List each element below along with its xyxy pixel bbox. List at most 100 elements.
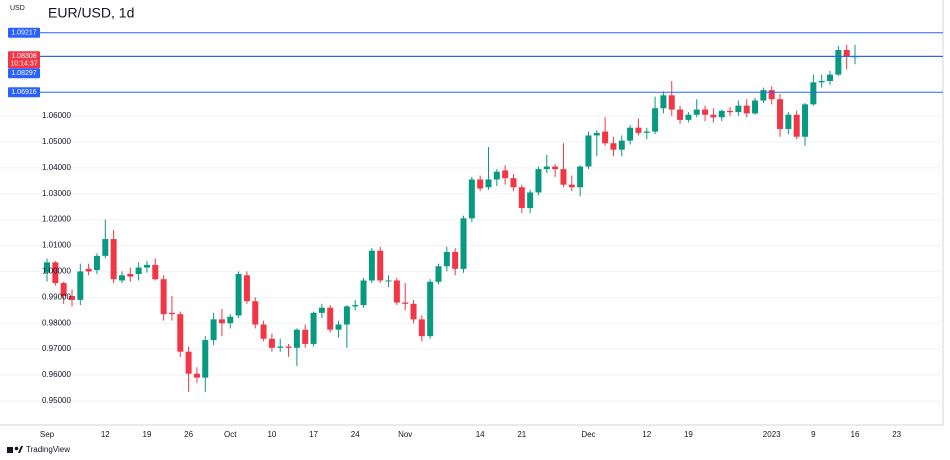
logo: TradingView (7, 445, 70, 454)
candle-body (760, 90, 767, 101)
candle-body (360, 280, 367, 306)
candle-body (677, 109, 684, 120)
candle-body (443, 251, 450, 267)
candle-body (718, 110, 725, 118)
candle-body (160, 279, 167, 315)
price-lines: 0.95000 0.96000 0.97000 0.98000 0.99000 1.000… (8, 27, 943, 439)
x-tick-label: Oct (224, 430, 237, 439)
x-tick-label: 12 (642, 430, 651, 439)
candle-body (435, 266, 442, 282)
y-tick-label: 1.05000 (42, 137, 71, 146)
y-tick-label: 0.95000 (42, 396, 71, 405)
candle-body (68, 296, 75, 300)
x-tick-label: 12 (101, 430, 110, 439)
candle-body (743, 105, 750, 114)
y-tick-label: 1.01000 (42, 241, 71, 250)
candle-body (635, 127, 642, 133)
candle-body (577, 166, 584, 188)
candle-body (327, 307, 334, 330)
candle-body (410, 303, 417, 320)
candle-body (235, 274, 242, 316)
candle-body (502, 170, 509, 179)
candle-body (110, 239, 117, 280)
horizontal-line-label-box (8, 87, 40, 98)
candle-body (368, 250, 375, 281)
candle-body (343, 306, 350, 325)
candle-body (168, 312, 175, 315)
candle-body (318, 307, 325, 313)
countdown-label: 10:14:37 (10, 61, 37, 68)
candle-body (510, 178, 517, 188)
candle-body (210, 319, 217, 341)
candle-body (777, 99, 784, 129)
horizontal-line-label-box (8, 27, 40, 38)
logo-mark (18, 446, 23, 453)
candle-body (493, 171, 500, 180)
candle-body (252, 301, 259, 325)
candle-body (185, 351, 192, 374)
candle-body (477, 179, 484, 189)
candle-body (193, 373, 200, 378)
candle-body (610, 143, 617, 150)
chart-title: EUR/USD, 1d (48, 5, 134, 21)
x-tick-label: 9 (811, 430, 816, 439)
candle-body (352, 305, 359, 307)
x-tick-label: 14 (476, 430, 485, 439)
x-tick-label: 19 (684, 430, 693, 439)
last-price-box (8, 51, 40, 69)
candle-body (93, 255, 100, 271)
candle-body (202, 340, 209, 378)
last-price-label: 1.08308 (11, 53, 36, 60)
candle-body (460, 218, 467, 269)
candle-body (727, 110, 734, 113)
candle-body (543, 166, 550, 170)
candle-body (135, 267, 142, 275)
y-tick-label: 1.03000 (42, 189, 71, 198)
candle-body (627, 127, 634, 141)
candle-body (593, 132, 600, 136)
candle-body (127, 274, 134, 277)
x-tick-label: 21 (517, 430, 526, 439)
candle-body (177, 314, 184, 352)
candle-body (802, 104, 809, 137)
candle-body (668, 95, 675, 110)
logo-mark (14, 446, 19, 451)
candle-body (427, 281, 434, 337)
candle-body (643, 131, 650, 133)
candle-body (702, 109, 709, 115)
candle-body (218, 319, 225, 324)
candle-body (52, 262, 59, 284)
candle-body (77, 271, 84, 300)
y-tick-label: 0.98000 (42, 318, 71, 327)
candle-body (143, 264, 150, 268)
candle-body (560, 169, 567, 185)
candle-body (768, 90, 775, 100)
x-tick-label: 23 (892, 430, 901, 439)
candle-body (243, 275, 250, 302)
y-tick-label: 0.99000 (42, 292, 71, 301)
candle-body (85, 268, 92, 272)
candle-body (810, 82, 817, 105)
candle-body (518, 187, 525, 208)
candle-body (660, 95, 667, 109)
candle-body (818, 81, 825, 83)
y-tick-label: 1.04000 (42, 163, 71, 172)
candle-body (310, 312, 317, 344)
candle-body (735, 105, 742, 113)
candle-body (585, 135, 592, 167)
horizontal-line-label: 1.08297 (11, 70, 36, 77)
candle-body (793, 114, 800, 137)
x-tick-label: 17 (309, 430, 318, 439)
candle-body (60, 283, 67, 297)
candle-body (693, 109, 700, 115)
x-tick-label: Sep (40, 430, 55, 439)
candle-body (377, 250, 384, 281)
y-tick-label: 0.96000 (42, 370, 71, 379)
candle-body (452, 251, 459, 269)
candle-body (335, 324, 342, 330)
candle-body (418, 319, 425, 337)
candle-body (44, 262, 50, 273)
horizontal-line-label: 1.09217 (11, 30, 36, 37)
x-tick-label: 19 (143, 430, 152, 439)
